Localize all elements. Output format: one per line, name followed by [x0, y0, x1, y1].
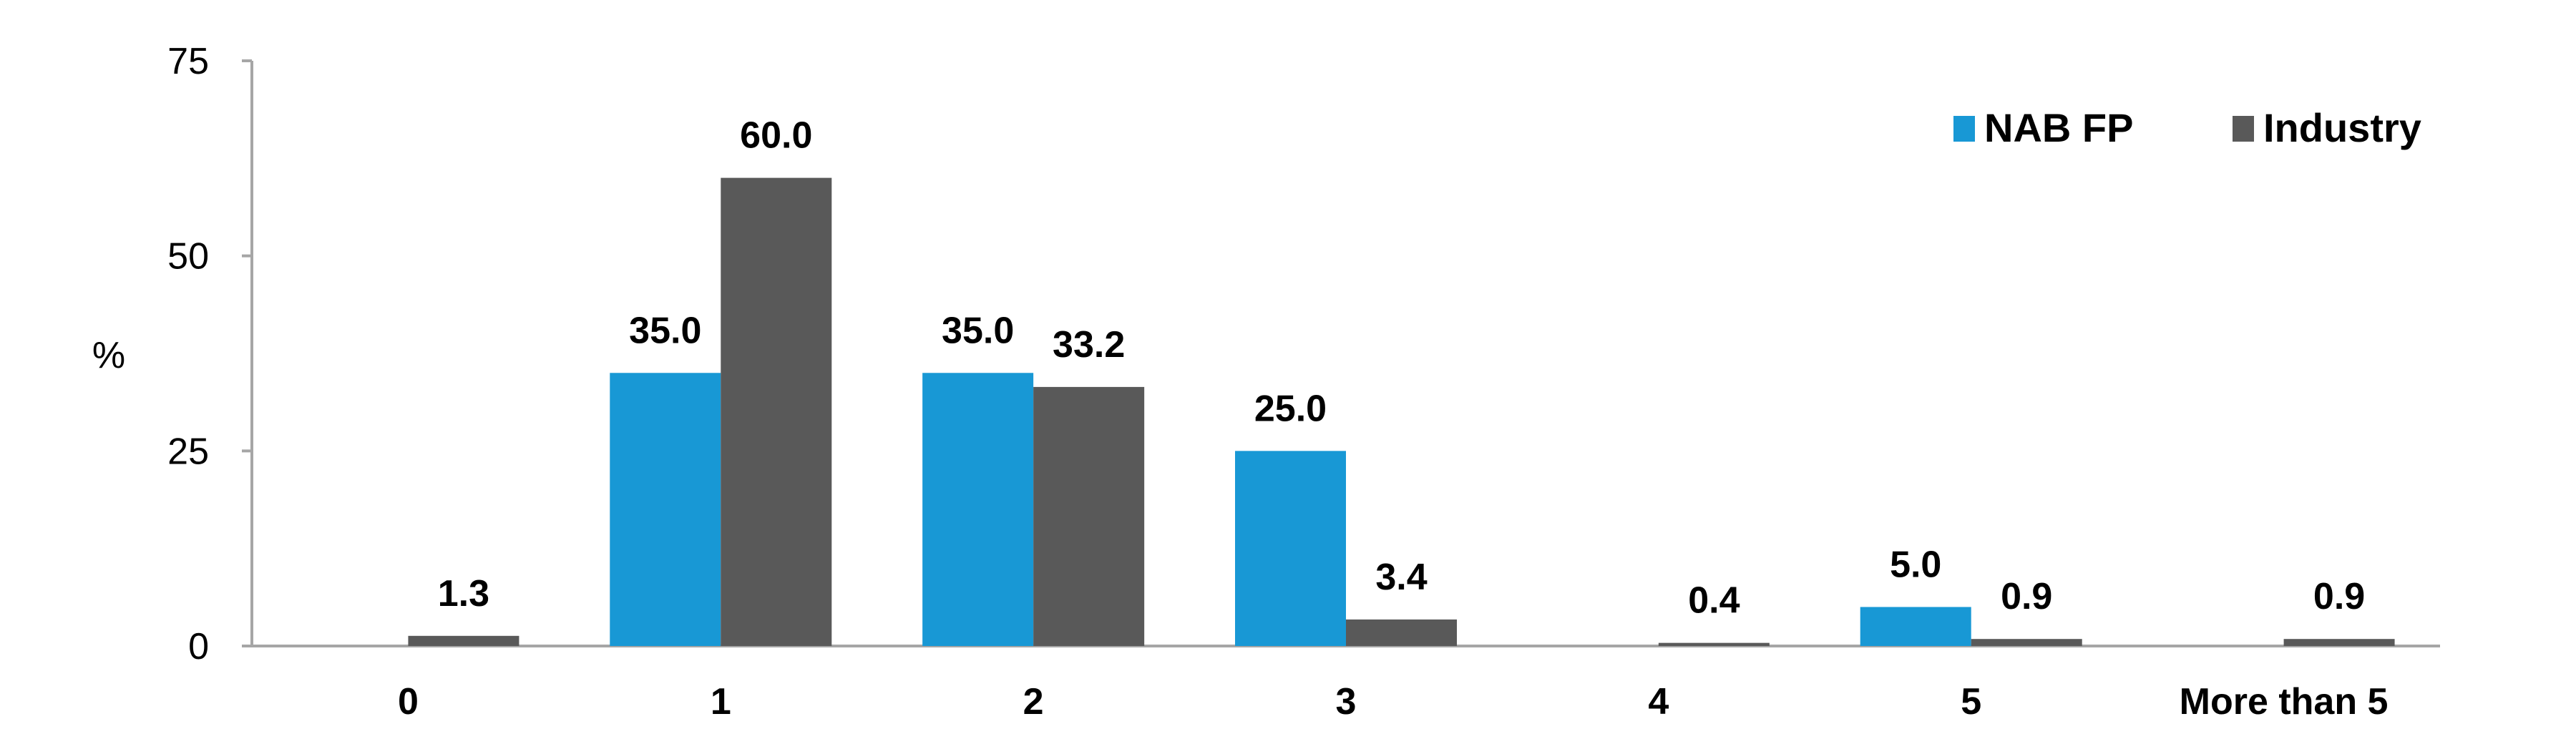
- bar-nab-fp: [922, 373, 1034, 646]
- y-tick-label: 25: [167, 431, 209, 472]
- y-axis-label: %: [92, 335, 125, 376]
- legend-swatch: [2233, 116, 2254, 142]
- legend-swatch: [1953, 116, 1975, 142]
- data-labels: 35.0 35.0 25.0 5.0 1.3 60.0 33.2 3.4 0.4 0.9 0.9: [438, 115, 2365, 622]
- bar-industry: [1346, 619, 1457, 646]
- bars: [408, 177, 2395, 647]
- data-label: 1.3: [438, 573, 489, 615]
- bar-nab-fp: [610, 373, 721, 646]
- data-label: 0.4: [1688, 580, 1740, 622]
- data-label: 35.0: [942, 310, 1014, 351]
- bar-industry: [1658, 642, 1770, 646]
- bar-nab-fp: [1235, 451, 1346, 646]
- legend-label: Industry: [2263, 105, 2421, 150]
- bar-nab-fp: [1860, 607, 1971, 646]
- legend: NAB FP Industry: [1953, 105, 2421, 150]
- x-tick-label: More than 5: [2180, 681, 2389, 723]
- bar-industry: [1971, 639, 2082, 646]
- y-tick-label: 75: [167, 41, 209, 82]
- data-label: 5.0: [1890, 544, 1941, 585]
- x-tick-label: 4: [1648, 681, 1669, 723]
- legend-label: NAB FP: [1984, 105, 2133, 150]
- x-tick-label: 0: [398, 681, 419, 723]
- x-tick-label: 5: [1961, 681, 1981, 723]
- x-tick-label: 3: [1336, 681, 1357, 723]
- bar-industry: [1033, 386, 1145, 646]
- x-tick-label: 2: [1023, 681, 1044, 723]
- data-label: 35.0: [629, 310, 701, 351]
- bar-industry: [2283, 639, 2395, 646]
- bar-industry: [408, 635, 519, 646]
- data-label: 25.0: [1254, 388, 1327, 429]
- y-tick-label: 0: [188, 626, 209, 667]
- x-tick-label: 1: [711, 681, 731, 723]
- data-label: 0.9: [2001, 576, 2052, 617]
- y-tick-label: 50: [167, 236, 209, 278]
- bar-industry: [721, 177, 832, 647]
- data-label: 60.0: [740, 115, 812, 157]
- data-label: 3.4: [1375, 557, 1427, 598]
- data-label: 33.2: [1053, 324, 1125, 366]
- data-label: 0.9: [2313, 576, 2365, 617]
